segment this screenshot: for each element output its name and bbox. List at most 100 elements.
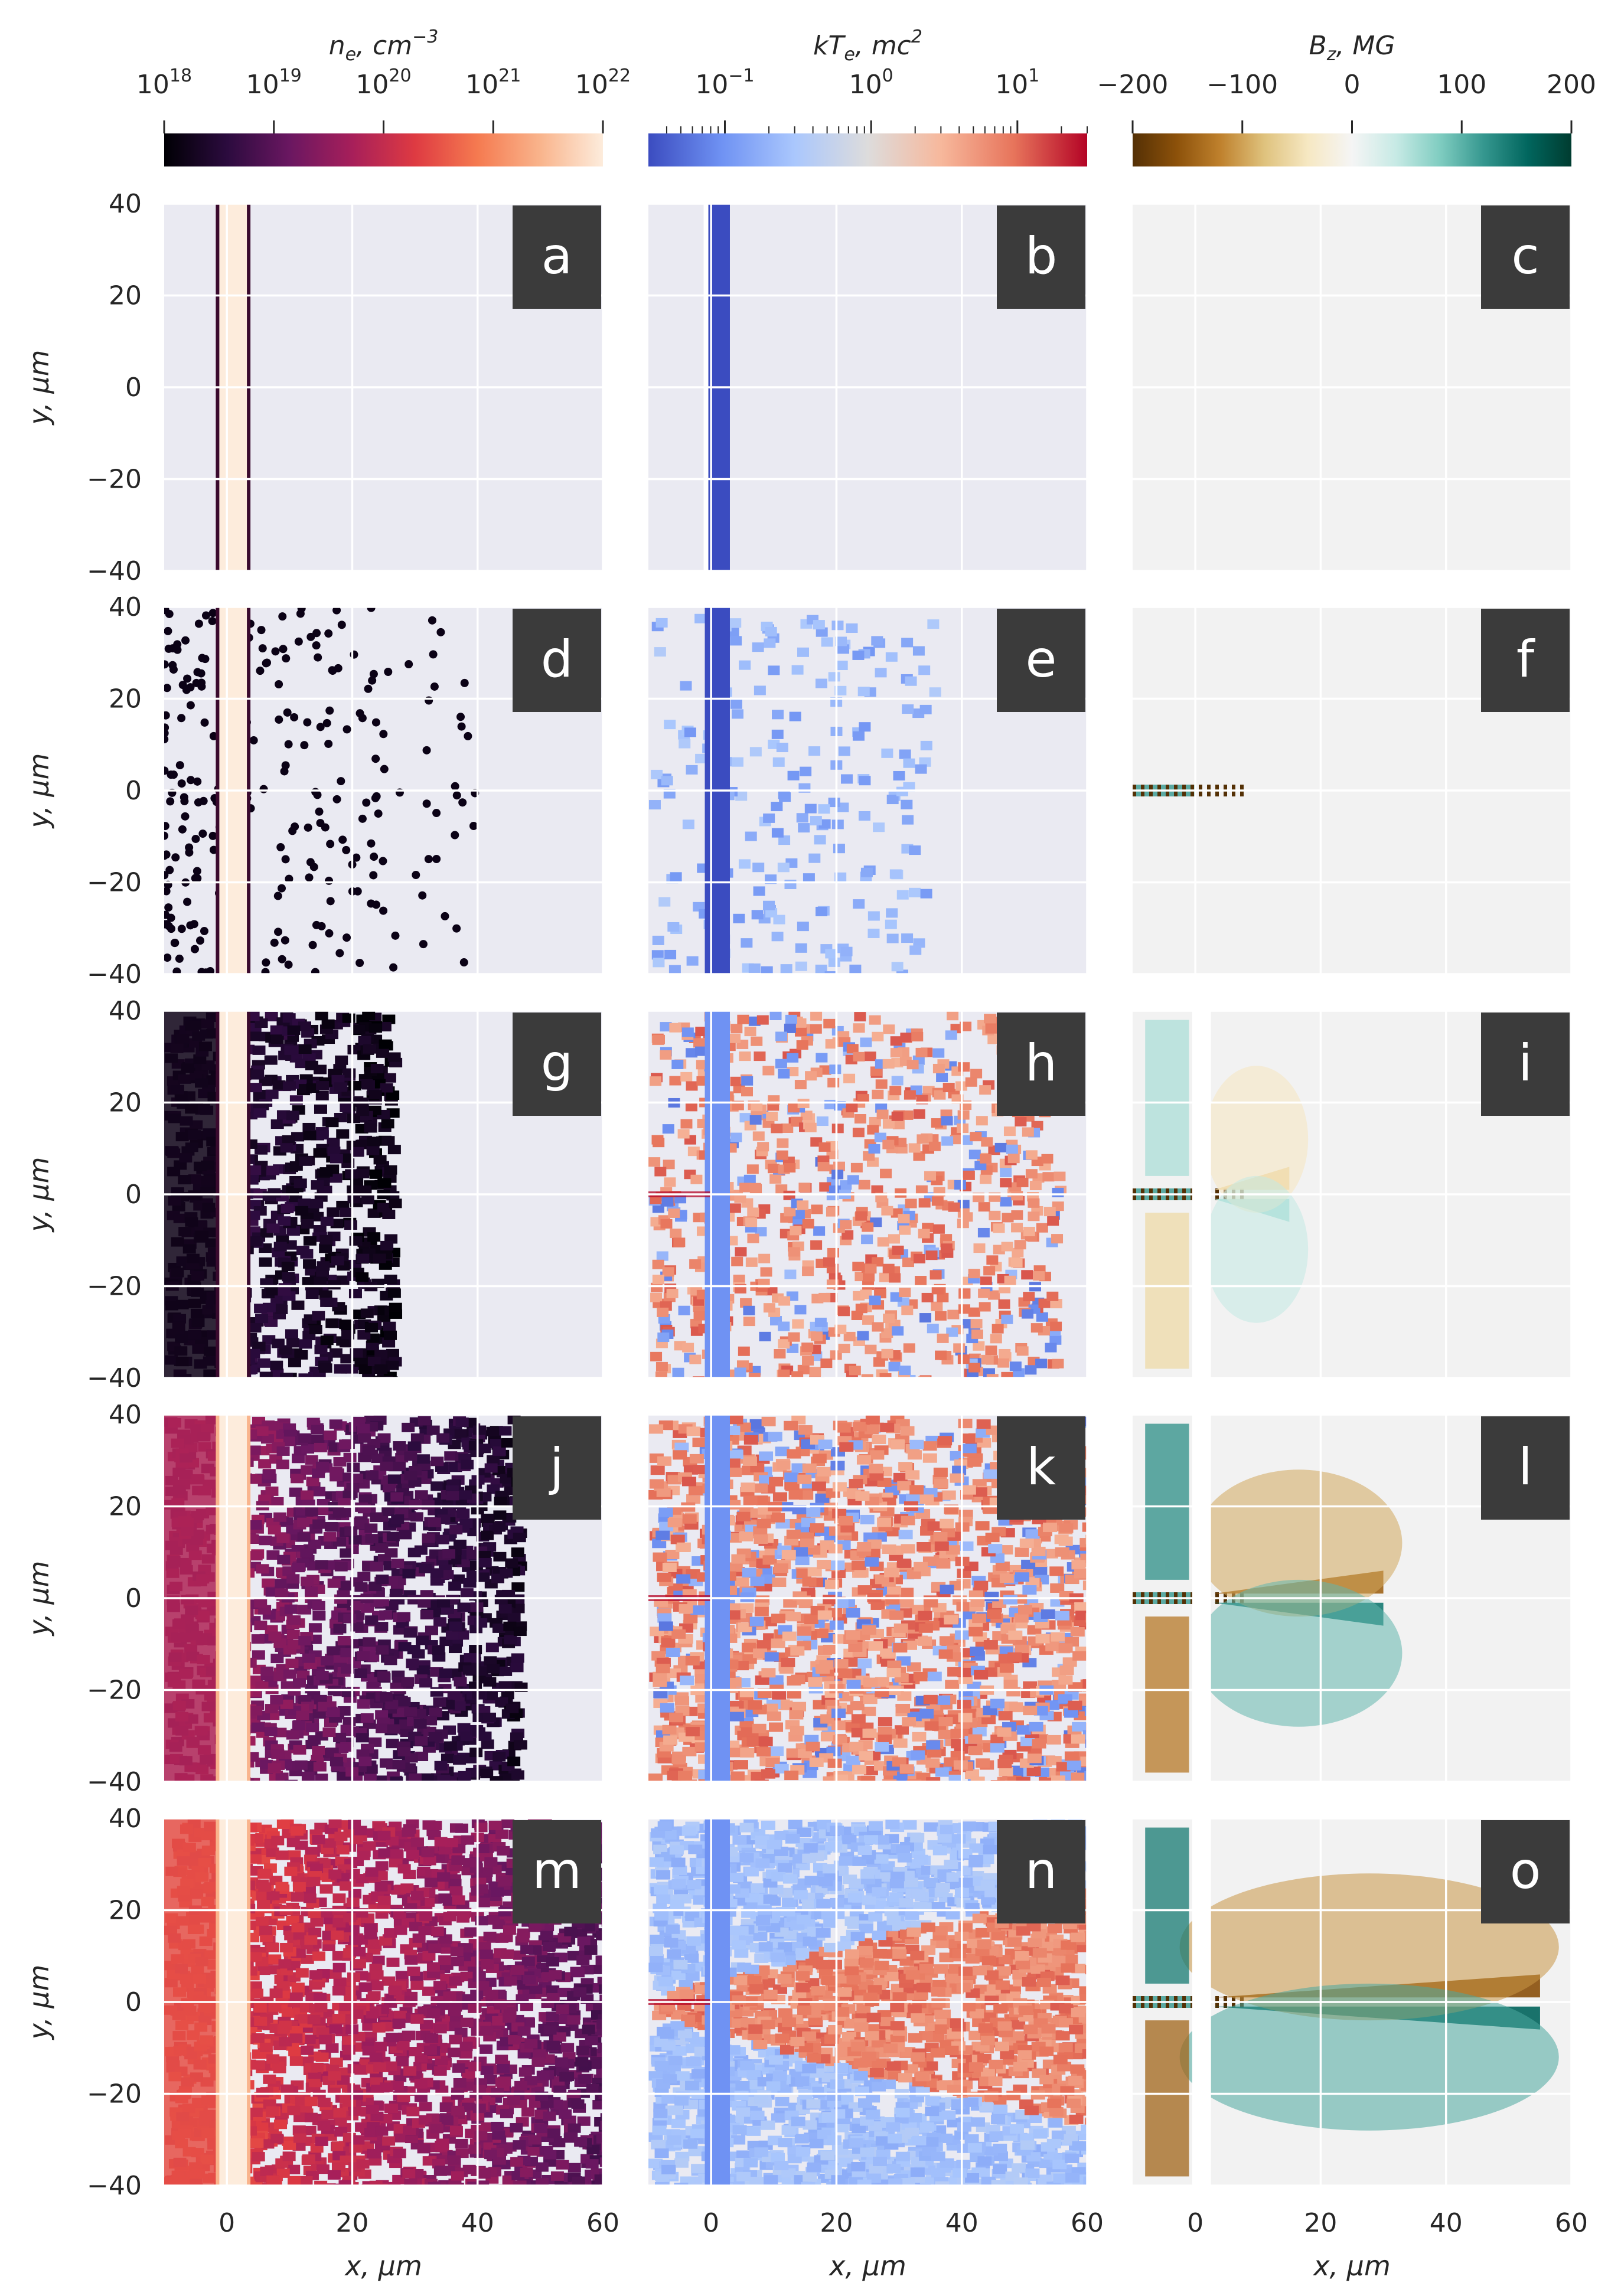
- density-cell: [190, 920, 198, 929]
- temperature-cell: [790, 1226, 802, 1236]
- temperature-cell: [818, 804, 830, 814]
- temperature-cell: [753, 886, 765, 896]
- density-cell: [379, 1039, 392, 1049]
- density-cell: [472, 1713, 486, 1723]
- temperature-cell: [868, 1144, 880, 1154]
- temperature-cell: [1094, 1674, 1108, 1683]
- density-cell: [405, 660, 413, 669]
- density-cell: [172, 967, 181, 974]
- density-cell: [164, 903, 173, 912]
- temperature-cell: [754, 685, 766, 695]
- temperature-cell: [1010, 1258, 1023, 1268]
- temperature-cell: [752, 863, 765, 873]
- temperature-cell: [749, 1183, 761, 1193]
- temperature-cell: [998, 1299, 1010, 1309]
- temperature-cell: [853, 1023, 865, 1033]
- temperature-cell: [740, 1298, 752, 1308]
- density-cell: [315, 1774, 328, 1782]
- density-cell: [194, 619, 203, 628]
- temperature-cell: [857, 1658, 872, 1668]
- temperature-cell: [936, 1073, 948, 1083]
- temperature-cell: [861, 1374, 873, 1378]
- density-cell: [459, 1490, 472, 1500]
- density-cell: [422, 746, 431, 755]
- density-cell: [197, 678, 206, 687]
- density-cell: [364, 1523, 378, 1533]
- density-cell: [292, 1720, 305, 1730]
- temperature-cell: [1096, 1707, 1110, 1717]
- density-cell: [182, 685, 191, 694]
- temperature-cell: [1011, 1210, 1023, 1220]
- temperature-cell: [980, 1276, 992, 1286]
- density-cell: [381, 1136, 395, 1146]
- temperature-cell: [827, 1077, 840, 1087]
- temperature-cell: [801, 1343, 814, 1353]
- density-cell: [343, 1068, 356, 1078]
- density-cell: [402, 1422, 415, 1432]
- density-cell: [347, 1044, 361, 1054]
- temperature-cell: [651, 1282, 663, 1292]
- temperature-cell: [729, 1203, 741, 1213]
- density-cell: [383, 1321, 396, 1331]
- density-cell: [315, 1560, 328, 1570]
- temperature-cell: [865, 1344, 877, 1354]
- density-cell: [370, 1562, 383, 1572]
- density-cell: [413, 1719, 427, 1729]
- density-cell: [319, 1363, 332, 1373]
- temperature-cell: [660, 1219, 673, 1229]
- density-cell: [342, 1013, 355, 1023]
- density-cell: [314, 1276, 327, 1286]
- density-cell: [175, 954, 184, 963]
- temperature-cell: [863, 1272, 875, 1282]
- density-cell: [320, 1297, 334, 1307]
- temperature-cell: [684, 727, 696, 737]
- density-cell: [293, 1178, 307, 1188]
- density-cell: [322, 1727, 336, 1737]
- density-cell: [255, 1314, 269, 1324]
- temperature-cell: [999, 1545, 1013, 1555]
- density-cell: [270, 1034, 284, 1044]
- density-cell: [194, 798, 203, 807]
- colorbar-tick-label: 10−1: [695, 66, 754, 100]
- density-cell: [379, 730, 388, 739]
- temperature-cell: [739, 1775, 754, 1782]
- temperature-cell: [857, 1331, 869, 1341]
- temperature-cell: [986, 1255, 999, 1265]
- density-cell: [276, 842, 285, 851]
- colorbar-tick-label: 1021: [465, 66, 521, 100]
- temperature-cell: [1050, 1583, 1065, 1593]
- density-cell: [472, 1727, 485, 1737]
- temperature-cell: [734, 1367, 746, 1377]
- temperature-cell: [896, 890, 909, 900]
- temperature-cell: [1022, 1127, 1034, 1137]
- density-cell: [256, 667, 265, 675]
- temperature-cell: [744, 1027, 756, 1037]
- density-cell: [286, 1730, 299, 1740]
- density-cell: [334, 664, 343, 672]
- density-cell: [469, 1748, 483, 1758]
- temperature-cell: [927, 1324, 939, 1334]
- density-cell: [329, 1419, 343, 1429]
- density-cell: [375, 1543, 389, 1553]
- temperature-cell: [1045, 1343, 1057, 1353]
- density-cell: [386, 1360, 399, 1370]
- temperature-cell: [995, 1561, 1010, 1571]
- density-cell: [469, 1681, 482, 1691]
- temperature-cell: [768, 1164, 780, 1174]
- density-cell: [254, 1621, 268, 1631]
- temperature-cell: [837, 644, 850, 654]
- density-cell: [460, 1732, 474, 1742]
- temperature-cell: [1009, 1361, 1022, 1371]
- density-cell: [258, 1459, 272, 1469]
- temperature-cell: [792, 1319, 804, 1329]
- temperature-cell: [993, 1223, 1005, 1233]
- temperature-cell: [771, 1123, 783, 1134]
- density-cell: [320, 1335, 334, 1345]
- density-cell: [439, 1668, 452, 1678]
- density-cell: [281, 936, 289, 945]
- temperature-cell: [730, 1132, 742, 1142]
- temperature-cell: [734, 1193, 746, 1203]
- temperature-cell: [871, 636, 883, 646]
- density-cell: [398, 1642, 412, 1652]
- temperature-cell: [863, 1151, 875, 1161]
